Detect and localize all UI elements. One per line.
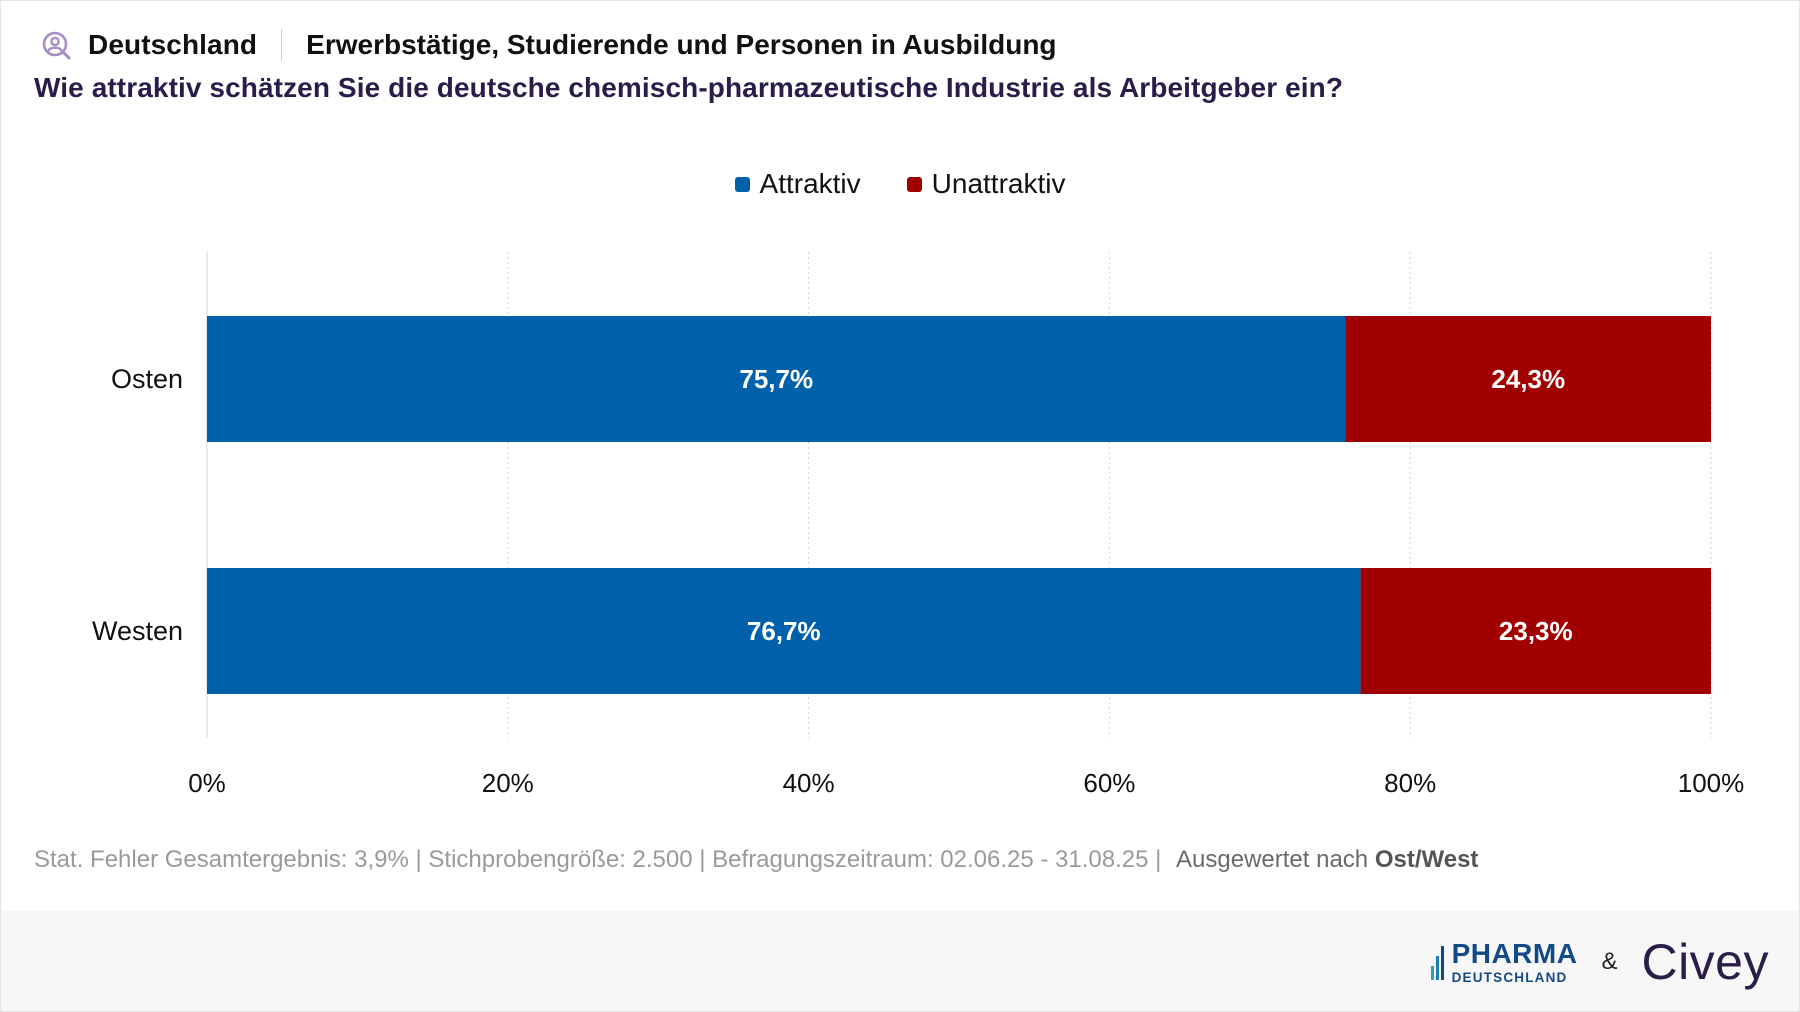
footnote-eval-value: Ost/West	[1374, 846, 1479, 873]
civey-logo: Civey	[1641, 934, 1769, 990]
x-tick-label-80: 80%	[1384, 768, 1436, 798]
bar-attraktiv-osten	[207, 316, 1346, 442]
bar-chart: 0% 20% 40% 60% 80% 100% Osten 75,7% 24,3% Westen 7…	[92, 252, 1745, 798]
legend-label-attraktiv: Attraktiv	[759, 168, 861, 199]
footer: PHARMA DEUTSCHLAND & Civey	[1, 911, 1799, 1011]
data-label-unattraktiv-osten: 24,3%	[1491, 364, 1565, 394]
legend-item-attraktiv: Attraktiv	[734, 168, 861, 200]
footnote: Stat. Fehler Gesamtergebnis: 3,9% | Stic…	[34, 846, 1478, 874]
person-search-icon	[42, 31, 71, 60]
pharma-deutschland-logo: PHARMA DEUTSCHLAND	[1430, 937, 1578, 985]
legend-swatch-unattraktiv	[906, 176, 922, 192]
footnote-evaluation: Ausgewertet nach Ost/West	[1176, 846, 1478, 873]
header-divider	[281, 29, 283, 61]
x-tick-label-60: 60%	[1083, 768, 1135, 798]
category-label-westen: Westen	[92, 616, 183, 646]
x-tick-label-20: 20%	[482, 768, 534, 798]
legend-item-unattraktiv: Unattraktiv	[906, 168, 1066, 200]
x-tick-label-0: 0%	[188, 768, 226, 798]
bar-attraktiv-westen	[207, 568, 1361, 694]
x-tick-label-40: 40%	[783, 768, 835, 798]
legend-swatch-attraktiv	[734, 176, 750, 192]
data-label-attraktiv-osten: 75,7%	[739, 364, 813, 394]
chart-title: Wie attraktiv schätzen Sie die deutsche …	[34, 72, 1344, 103]
header-row: Deutschland Erwerbstätige, Studierende u…	[40, 24, 1057, 66]
data-label-attraktiv-westen: 76,7%	[747, 616, 821, 646]
legend: Attraktiv Unattraktiv	[0, 168, 1800, 200]
pharma-logo-sub: DEUTSCHLAND	[1451, 969, 1568, 985]
bar-unattraktiv-osten	[1345, 316, 1711, 442]
pharma-logo-main: PHARMA	[1451, 937, 1578, 969]
audience-label: Erwerbstätige, Studierende und Personen …	[306, 29, 1057, 60]
bar-unattraktiv-westen	[1360, 568, 1711, 694]
pharma-bars-icon	[1430, 946, 1444, 980]
footnote-stats: Stat. Fehler Gesamtergebnis: 3,9% | Stic…	[34, 846, 1162, 873]
legend-label-unattraktiv: Unattraktiv	[931, 168, 1066, 199]
footnote-eval-prefix: Ausgewertet nach	[1176, 846, 1369, 873]
x-tick-label-100: 100%	[1678, 768, 1745, 798]
logos: PHARMA DEUTSCHLAND & Civey	[1430, 933, 1769, 991]
region-label: Deutschland	[88, 29, 258, 60]
data-label-unattraktiv-westen: 23,3%	[1499, 616, 1573, 646]
ampersand: &	[1601, 948, 1618, 975]
category-label-osten: Osten	[111, 364, 183, 394]
